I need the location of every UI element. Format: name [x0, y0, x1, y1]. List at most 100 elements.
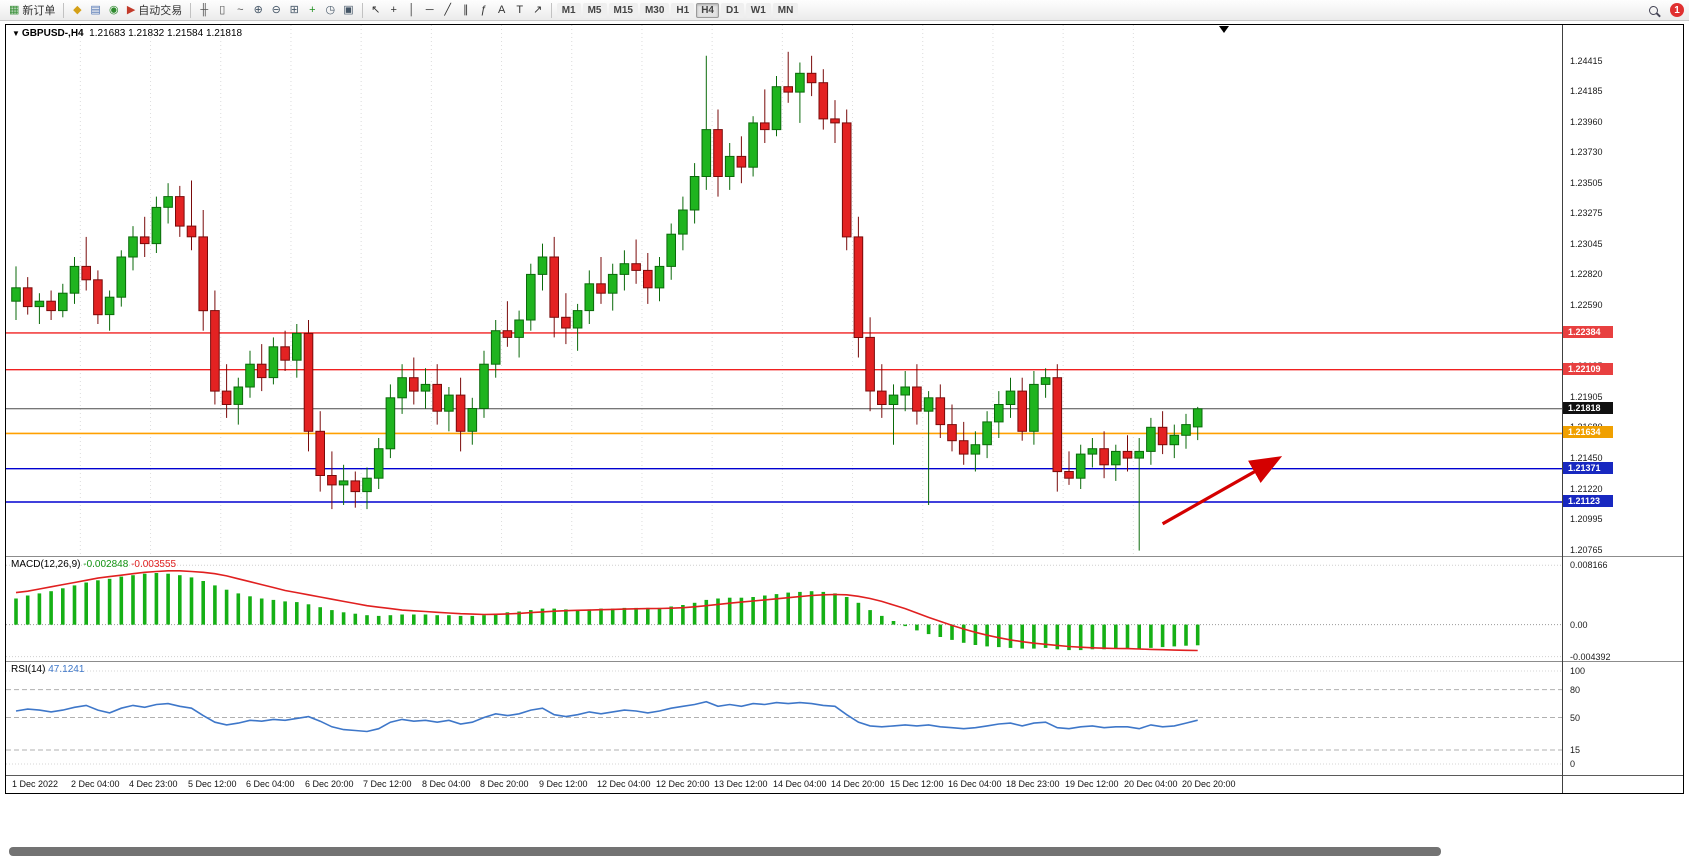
chart-window: ▼ GBPUSD-,H4 1.21683 1.21832 1.21584 1.21…: [5, 24, 1684, 794]
line-chart-icon: ~: [237, 3, 244, 16]
time-tick: 12 Dec 04:00: [597, 779, 651, 789]
price-tick: 1.21220: [1570, 484, 1603, 494]
time-tick: 6 Dec 04:00: [246, 779, 295, 789]
price-tick: 1.21905: [1570, 392, 1603, 402]
toolbar: ▦ 新订单 ◆ ▤ ◉ ▶ 自动交易 ╫ ▯ ~ ⊕ ⊖ ⊞ + ◷ ▣ ↖ + │ ─ ╱ ∥ ƒ A T ↗ M1 M5…: [0, 0, 1689, 21]
macd-signal-value: -0.003555: [131, 559, 177, 570]
price-tick: 1.22820: [1570, 269, 1603, 279]
templates-button[interactable]: ▣: [339, 1, 357, 19]
toolbar-separator: [190, 2, 192, 18]
timeframe-m15-button[interactable]: M15: [608, 2, 638, 18]
macd-tick: 0.00: [1570, 620, 1588, 630]
text-button[interactable]: A: [493, 1, 511, 19]
macd-chart[interactable]: [6, 557, 1562, 661]
cursor-button[interactable]: ↖: [367, 1, 385, 19]
arrows-button[interactable]: ↗: [529, 1, 547, 19]
search-button[interactable]: [1644, 1, 1662, 19]
timeframe-h1-button[interactable]: H1: [671, 2, 695, 18]
toolbar-separator: [63, 2, 65, 18]
vertical-line-button[interactable]: │: [403, 1, 421, 19]
time-tick: 14 Dec 04:00: [773, 779, 827, 789]
timeframe-m1-button[interactable]: M1: [556, 2, 581, 18]
macd-label: MACD(12,26,9) -0.002848 -0.003555: [11, 559, 177, 570]
new-order-icon: ▦: [9, 3, 20, 16]
time-tick: 12 Dec 20:00: [656, 779, 710, 789]
fibonacci-button[interactable]: ƒ: [475, 1, 493, 19]
rsi-panel[interactable]: RSI(14) 47.1241: [6, 661, 1562, 775]
crosshair-icon: +: [390, 3, 397, 16]
timeframe-mn-button[interactable]: MN: [772, 2, 799, 18]
search-icon: [1648, 5, 1658, 15]
line-chart-button[interactable]: ~: [231, 1, 249, 19]
arrow-tool-icon: ↗: [533, 3, 543, 16]
new-order-button-label: 新订单: [22, 5, 56, 17]
crosshair-button[interactable]: +: [385, 1, 403, 19]
time-tick: 6 Dec 20:00: [305, 779, 354, 789]
timeframe-m5-button[interactable]: M5: [582, 2, 607, 18]
rsi-chart[interactable]: [6, 662, 1562, 775]
text-icon: A: [498, 3, 506, 16]
new-order-button[interactable]: ▦ 新订单: [5, 1, 59, 19]
time-tick: 15 Dec 12:00: [890, 779, 944, 789]
data-window-button[interactable]: ▤: [86, 1, 104, 19]
zoom-in-button[interactable]: ⊕: [249, 1, 267, 19]
time-axis[interactable]: 1 Dec 2022 2 Dec 04:00 4 Dec 23:00 5 Dec 12…: [6, 775, 1562, 793]
label-button[interactable]: T: [511, 1, 529, 19]
time-tick: 9 Dec 12:00: [539, 779, 588, 789]
candlestick-chart-button[interactable]: ▯: [213, 1, 231, 19]
horizontal-line-icon: ─: [425, 3, 434, 16]
time-tick: 4 Dec 23:00: [129, 779, 178, 789]
data-window-icon: ▤: [90, 3, 101, 16]
fibonacci-icon: ƒ: [480, 3, 487, 16]
rsi-tick: 80: [1570, 685, 1581, 695]
zoom-out-icon: ⊖: [271, 3, 281, 16]
horizontal-scrollbar[interactable]: [5, 845, 1684, 858]
candlestick-icon: ▯: [219, 3, 226, 16]
price-tick: 1.24185: [1570, 86, 1603, 96]
cursor-icon: ↖: [371, 3, 381, 16]
window-collapse-icon[interactable]: ▼: [12, 29, 20, 38]
toolbar-separator: [550, 2, 552, 18]
price-tick: 1.20765: [1570, 545, 1603, 555]
rsi-label: RSI(14) 47.1241: [11, 664, 85, 675]
channel-icon: ∥: [462, 3, 469, 16]
trendline-button[interactable]: ╱: [439, 1, 457, 19]
price-axis[interactable]: 1.24415 1.24185 1.23960 1.23730 1.23505 1.232…: [1562, 25, 1683, 793]
timeframe-m30-button[interactable]: M30: [639, 2, 670, 18]
timeframe-h4-button[interactable]: H4: [696, 2, 719, 18]
timeframe-w1-button[interactable]: W1: [745, 2, 771, 18]
notification-badge[interactable]: 1: [1670, 3, 1684, 17]
macd-main-value: -0.002848: [83, 559, 129, 570]
price-line-tag: 1.22384: [1563, 326, 1613, 338]
horizontal-line-button[interactable]: ─: [421, 1, 439, 19]
indicators-button[interactable]: +: [303, 1, 321, 19]
bar-chart-button[interactable]: ╫: [195, 1, 213, 19]
trendline-icon: ╱: [444, 3, 451, 16]
timeframe-d1-button[interactable]: D1: [721, 2, 744, 18]
time-tick: 18 Dec 23:00: [1006, 779, 1060, 789]
symbol-timeframe: GBPUSD-,H4: [21, 28, 84, 39]
time-tick: 19 Dec 12:00: [1065, 779, 1119, 789]
navigator-button[interactable]: ◉: [105, 1, 123, 19]
market-watch-button[interactable]: ◆: [68, 1, 86, 19]
zoom-out-button[interactable]: ⊖: [267, 1, 285, 19]
macd-tick: 0.008166: [1570, 560, 1608, 570]
navigator-icon: ◉: [109, 3, 119, 16]
autotrading-button[interactable]: ▶ 自动交易: [123, 1, 186, 19]
macd-panel[interactable]: MACD(12,26,9) -0.002848 -0.003555: [6, 556, 1562, 661]
periods-button[interactable]: ◷: [321, 1, 339, 19]
price-tick: 1.23505: [1570, 178, 1603, 188]
indicators-add-icon: +: [309, 3, 316, 16]
tile-windows-button[interactable]: ⊞: [285, 1, 303, 19]
bar-chart-icon: ╫: [200, 3, 209, 16]
chart-shift-marker[interactable]: [1219, 26, 1229, 33]
candlestick-chart[interactable]: [6, 25, 1562, 556]
equidistant-channel-button[interactable]: ∥: [457, 1, 475, 19]
price-chart-panel[interactable]: ▼ GBPUSD-,H4 1.21683 1.21832 1.21584 1.21…: [6, 25, 1562, 556]
time-tick: 16 Dec 04:00: [948, 779, 1002, 789]
autotrading-button-label: 自动交易: [138, 5, 183, 17]
rsi-tick: 0: [1570, 759, 1576, 769]
time-tick: 2 Dec 04:00: [71, 779, 120, 789]
scrollbar-thumb[interactable]: [9, 847, 1441, 856]
autotrading-icon: ▶: [126, 3, 136, 16]
